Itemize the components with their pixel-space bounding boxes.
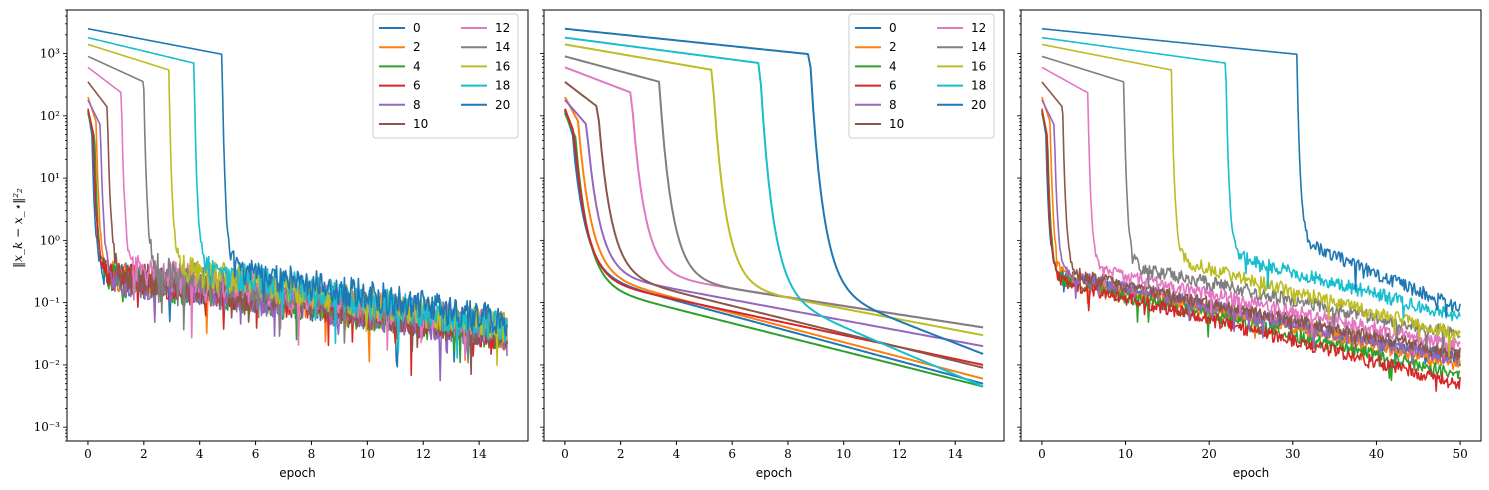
series-line-20 <box>1041 27 1461 317</box>
x-tick-label: 2 <box>617 447 625 461</box>
x-tick-label: 4 <box>196 447 204 461</box>
x-tick-label: 12 <box>892 447 907 461</box>
legend-label: 8 <box>413 98 421 112</box>
legend-label: 18 <box>495 79 510 93</box>
subplot-3: 0 10 20 30 40 50 epoch <box>1017 9 1482 480</box>
series-lines <box>1041 27 1461 392</box>
y-tick-label: 10¹ <box>40 171 60 185</box>
x-tick-label: 10 <box>836 447 851 461</box>
x-tick-label: 14 <box>948 447 964 461</box>
x-tick-label: 8 <box>308 447 316 461</box>
series-line-0 <box>563 110 984 385</box>
x-tick-label: 2 <box>140 447 148 461</box>
series-line-4 <box>563 112 984 388</box>
legend-label: 16 <box>495 59 510 73</box>
legend-label: 6 <box>413 79 421 93</box>
x-tick-label: 50 <box>1452 447 1467 461</box>
series-line-10 <box>564 81 984 369</box>
legend-label: 2 <box>413 40 421 54</box>
legend-label: 20 <box>971 98 986 112</box>
y-tick-label: 10³ <box>40 47 60 61</box>
series-lines <box>563 27 984 388</box>
plot-frame <box>66 9 529 442</box>
legend-label: 2 <box>889 40 897 54</box>
plot-frame <box>1020 9 1482 442</box>
legend-label: 4 <box>889 59 897 73</box>
series-line-14 <box>564 55 984 329</box>
legend-box <box>372 13 519 139</box>
plot-frame <box>543 9 1005 442</box>
series-line-8 <box>564 99 984 348</box>
x-tick-label: 4 <box>673 447 681 461</box>
legend-label: 4 <box>413 59 421 73</box>
y-tick-label: 10⁻¹ <box>34 296 60 310</box>
series-line-12 <box>1041 66 1461 352</box>
x-tick-label: 0 <box>1038 447 1046 461</box>
legend-label: 6 <box>889 79 897 93</box>
series-line-16 <box>87 43 508 366</box>
series-line-10 <box>1041 81 1461 361</box>
legend-label: 10 <box>413 117 428 131</box>
series-line-18 <box>564 36 984 388</box>
legend-box <box>848 13 995 139</box>
legend: 0 2 4 6 8 10 12 14 16 18 20 <box>848 13 995 139</box>
series-line-16 <box>1041 43 1461 358</box>
legend-label: 0 <box>889 21 897 35</box>
series-line-20 <box>87 27 508 337</box>
legend-label: 0 <box>413 21 421 35</box>
series-lines <box>87 27 508 382</box>
legend: 0 2 4 6 8 10 12 14 16 18 20 <box>372 13 519 139</box>
legend-label: 14 <box>971 40 986 54</box>
series-line-2 <box>564 96 984 380</box>
legend-label: 8 <box>889 98 897 112</box>
y-tick-label: 10⁰ <box>40 233 60 247</box>
x-tick-label: 6 <box>728 447 736 461</box>
x-tick-label: 0 <box>561 447 569 461</box>
x-tick-label: 12 <box>416 447 431 461</box>
series-line-18 <box>1041 36 1461 322</box>
x-tick-label: 6 <box>252 447 260 461</box>
x-tick-label: 40 <box>1369 447 1384 461</box>
x-tick-label: 30 <box>1285 447 1300 461</box>
y-tick-label: 10² <box>40 109 60 123</box>
subplot-2: 0 2 4 6 8 10 12 14 epoch 0 2 4 6 8 10 12 14 16 18 20 <box>540 9 1005 480</box>
legend-label: 18 <box>971 79 986 93</box>
subplot-1: 0 2 4 6 8 10 12 14 epoch 10⁻³ 10⁻² 10⁻¹ 10⁰ 10¹ 10² 10³… <box>34 9 529 480</box>
x-tick-label: 8 <box>784 447 792 461</box>
series-line-16 <box>564 43 984 337</box>
series-line-20 <box>564 27 984 355</box>
y-tick-label: 10⁻² <box>34 358 61 372</box>
y-axis-label: ‖x_k − x_⋆‖²₂ <box>11 188 25 268</box>
x-tick-label: 10 <box>360 447 375 461</box>
x-axis-label: epoch <box>756 466 793 480</box>
legend-label: 10 <box>889 117 904 131</box>
x-tick-label: 0 <box>84 447 92 461</box>
x-axis-label: epoch <box>1233 466 1270 480</box>
y-tick-label: 10⁻³ <box>34 420 61 434</box>
x-axis-label: epoch <box>279 466 316 480</box>
legend-label: 12 <box>495 21 510 35</box>
legend-label: 14 <box>495 40 510 54</box>
legend-label: 12 <box>971 21 986 35</box>
legend-label: 16 <box>971 59 986 73</box>
x-tick-label: 14 <box>471 447 487 461</box>
x-tick-label: 20 <box>1202 447 1217 461</box>
x-tick-label: 10 <box>1118 447 1133 461</box>
legend-label: 20 <box>495 98 510 112</box>
